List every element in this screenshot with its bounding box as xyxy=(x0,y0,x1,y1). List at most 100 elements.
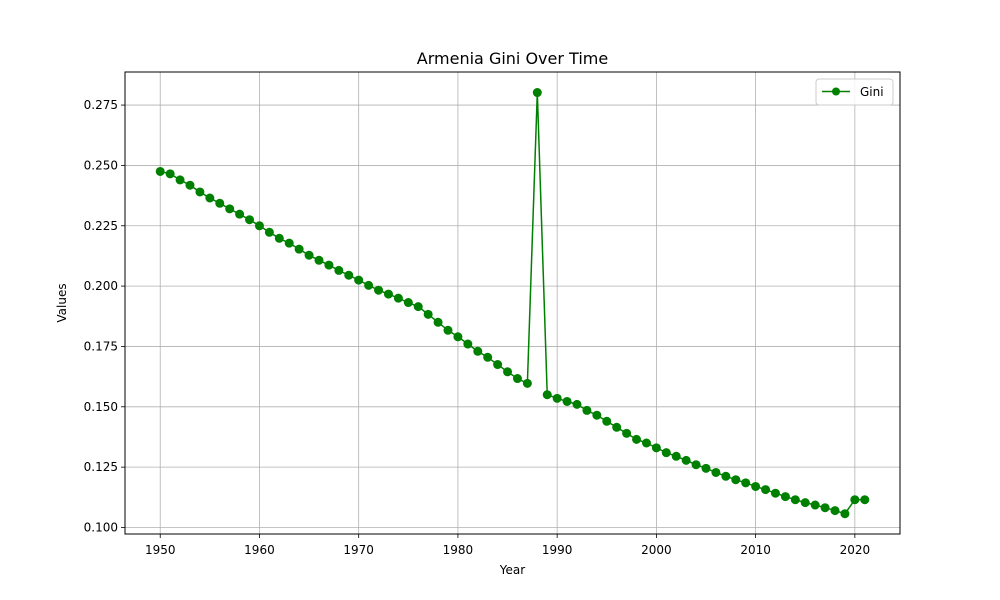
y-axis: 0.100 0.125 0.150 0.175 0.200 0.225 0.250 0.275 xyxy=(84,98,125,534)
data-point xyxy=(522,378,532,388)
y-axis-label: Values xyxy=(55,283,69,322)
legend: Gini xyxy=(815,78,894,106)
data-point xyxy=(840,509,850,519)
data-point xyxy=(453,332,463,342)
data-point xyxy=(622,428,632,438)
data-point xyxy=(721,471,731,481)
data-point xyxy=(393,293,403,303)
data-point xyxy=(334,265,344,275)
x-axis-label: Year xyxy=(499,563,525,577)
data-point xyxy=(701,463,711,473)
x-tick-label: 1990 xyxy=(542,543,573,557)
data-point xyxy=(314,255,324,265)
data-point xyxy=(433,317,443,327)
y-tick-label: 0.100 xyxy=(84,520,118,534)
data-point xyxy=(483,352,493,362)
grid xyxy=(125,72,900,534)
data-point xyxy=(830,506,840,516)
data-point xyxy=(443,325,453,335)
y-tick-label: 0.175 xyxy=(84,339,118,353)
data-point xyxy=(423,309,433,319)
data-point xyxy=(185,180,195,190)
x-tick-label: 2020 xyxy=(840,543,871,557)
y-tick-label: 0.150 xyxy=(84,400,118,414)
data-point xyxy=(770,488,780,498)
y-tick-label: 0.225 xyxy=(84,219,118,233)
data-point xyxy=(364,280,374,290)
data-point xyxy=(374,285,384,295)
data-point xyxy=(264,227,274,237)
data-point xyxy=(205,193,215,203)
data-point xyxy=(413,302,423,312)
data-point xyxy=(671,451,681,461)
data-point xyxy=(195,187,205,197)
data-point xyxy=(304,250,314,260)
x-axis: 1950 1960 1970 1980 1990 2000 2010 2020 xyxy=(145,534,870,557)
series-line-gini xyxy=(160,91,865,515)
x-tick-label: 1970 xyxy=(343,543,374,557)
data-point xyxy=(493,360,503,370)
data-point xyxy=(790,495,800,505)
data-point xyxy=(820,503,830,513)
data-point xyxy=(294,244,304,254)
data-point xyxy=(612,422,622,432)
x-tick-label: 1960 xyxy=(244,543,275,557)
data-point xyxy=(582,405,592,415)
data-point xyxy=(751,481,761,491)
data-point xyxy=(344,270,354,280)
data-point xyxy=(503,367,513,377)
chart-title: Armenia Gini Over Time xyxy=(417,49,608,68)
data-point xyxy=(731,475,741,485)
plot-frame xyxy=(124,71,901,535)
data-point xyxy=(602,416,612,426)
data-point xyxy=(741,478,751,488)
data-point xyxy=(761,485,771,495)
data-point xyxy=(254,221,264,231)
data-point xyxy=(691,460,701,470)
legend-marker-gini xyxy=(832,87,840,96)
data-point xyxy=(800,498,810,508)
data-point xyxy=(215,198,225,208)
data-point xyxy=(473,346,483,356)
data-point xyxy=(780,492,790,502)
data-point xyxy=(225,204,235,214)
data-point xyxy=(165,169,175,179)
data-point xyxy=(245,215,255,225)
data-point xyxy=(403,298,413,308)
data-point xyxy=(661,448,671,458)
data-point xyxy=(681,455,691,465)
legend-label-gini: Gini xyxy=(860,85,884,99)
data-point xyxy=(383,289,393,299)
legend-box xyxy=(815,78,894,106)
y-tick-label: 0.200 xyxy=(84,279,118,293)
data-point xyxy=(354,275,364,285)
data-point xyxy=(284,238,294,248)
data-point xyxy=(632,434,642,444)
data-point xyxy=(592,410,602,420)
data-point xyxy=(711,467,721,477)
data-point xyxy=(512,374,522,384)
x-tick-label: 1980 xyxy=(443,543,474,557)
x-tick-label: 2010 xyxy=(740,543,771,557)
data-point xyxy=(572,399,582,409)
y-tick-label: 0.275 xyxy=(84,98,118,112)
data-point xyxy=(562,396,572,406)
data-point xyxy=(860,495,870,505)
y-tick-label: 0.250 xyxy=(84,158,118,172)
data-point xyxy=(324,260,334,270)
series-layer xyxy=(155,88,870,519)
data-point xyxy=(552,393,562,403)
data-point xyxy=(641,438,651,448)
data-point xyxy=(175,175,185,185)
data-point xyxy=(235,209,245,219)
x-tick-label: 2000 xyxy=(641,543,672,557)
data-point xyxy=(542,390,552,400)
data-point xyxy=(651,443,661,453)
data-point xyxy=(810,500,820,510)
data-point xyxy=(274,233,284,243)
data-point xyxy=(532,88,542,98)
y-tick-label: 0.125 xyxy=(84,460,118,474)
data-point xyxy=(463,339,473,349)
